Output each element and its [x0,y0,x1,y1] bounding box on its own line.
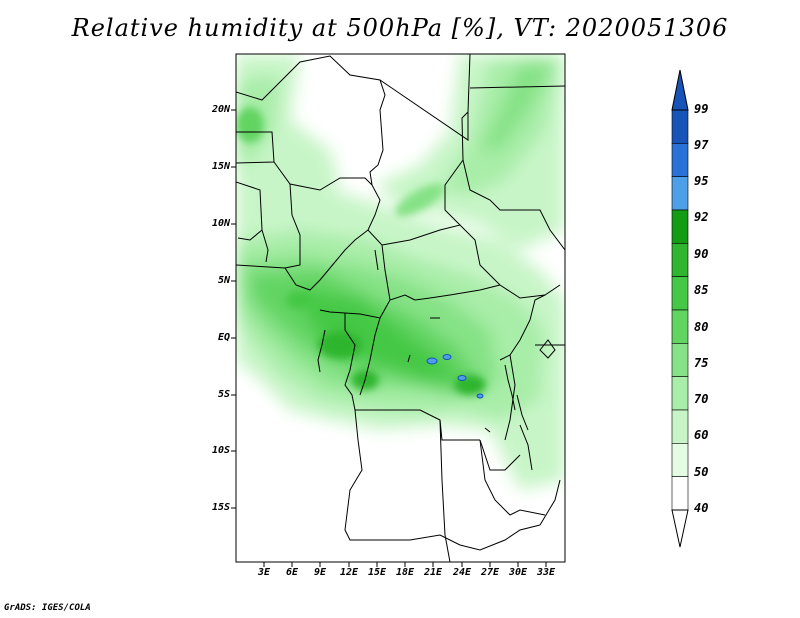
colorbar-segment [671,176,689,211]
lon-label-27e: 27E [480,567,500,578]
country-borders [236,54,565,562]
lat-label-5n: 5N [217,275,230,286]
colorbar-bottom-arrow [671,509,689,548]
colorbar [671,69,689,548]
lat-label-eq: EQ [217,332,230,343]
lon-label-18e: 18E [395,567,415,578]
lat-label-10n: 10N [211,218,230,229]
map-frame [235,53,566,563]
lon-label-12e: 12E [339,567,359,578]
lat-label-15n: 15N [211,161,230,172]
colorbar-top-arrow [671,69,689,111]
colorbar-label-40: 40 [694,501,709,515]
grads-credit: GrADS: IGES/COLA [4,603,91,613]
lat-label-20n: 20N [211,104,230,115]
colorbar-segment [671,376,689,411]
colorbar-segment [671,343,689,377]
colorbar-label-75: 75 [694,356,709,370]
lat-label-15s: 15S [211,502,230,513]
axis-ticks [231,109,547,567]
colorbar-label-70: 70 [694,392,709,406]
lake-outlines [407,317,556,471]
colorbar-label-97: 97 [694,138,709,152]
colorbar-segment [671,109,689,144]
lon-label-30e: 30E [508,567,528,578]
lon-label-21e: 21E [423,567,443,578]
lon-label-33e: 33E [536,567,556,578]
colorbar-segment [671,409,689,444]
colorbar-segment [671,276,689,311]
humidity-field [236,54,565,562]
colorbar-segment [671,209,689,244]
lon-label-9e: 9E [313,567,327,578]
lon-label-15e: 15E [367,567,387,578]
colorbar-label-95: 95 [694,174,709,188]
lat-label-5s: 5S [217,389,230,400]
colorbar-segment [671,443,689,477]
colorbar-label-50: 50 [694,465,709,479]
colorbar-segment [671,476,689,511]
colorbar-segment [671,243,689,277]
lon-label-3e: 3E [257,567,271,578]
lat-label-10s: 10S [211,445,230,456]
colorbar-label-60: 60 [694,428,709,442]
colorbar-label-90: 90 [694,247,709,261]
colorbar-label-92: 92 [694,210,709,224]
colorbar-label-85: 85 [694,283,709,297]
colorbar-segment [671,143,689,177]
map-title: Relative humidity at 500hPa [%], VT: 202… [71,14,729,42]
lon-label-6e: 6E [285,567,299,578]
colorbar-segment [671,309,689,344]
lon-label-24e: 24E [452,567,472,578]
colorbar-label-80: 80 [694,320,709,334]
colorbar-label-99: 99 [694,102,709,116]
